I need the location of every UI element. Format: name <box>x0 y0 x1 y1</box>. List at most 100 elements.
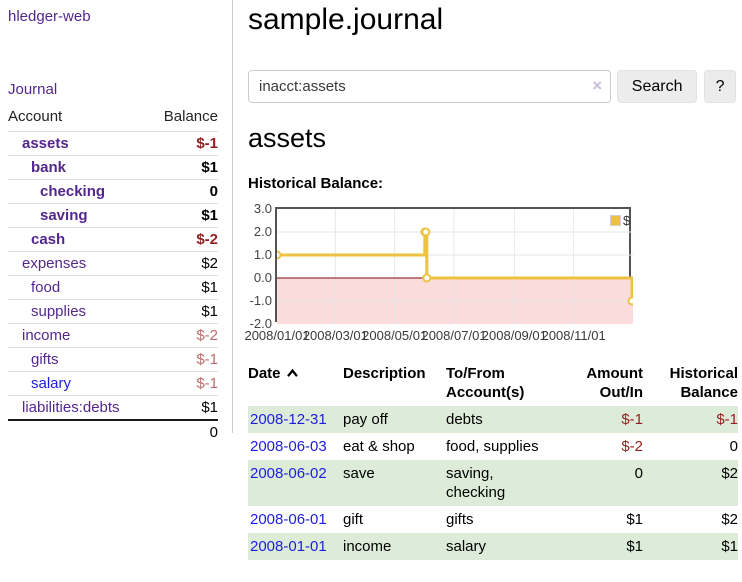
transaction-balance: $2 <box>721 511 738 528</box>
transaction-amount: $-2 <box>621 438 643 455</box>
balance-column-header: Historical Balance <box>669 365 738 401</box>
account-row: expenses $2 <box>8 251 218 276</box>
register-table: Date Description To/From Account(s) Amou… <box>248 362 738 560</box>
account-link[interactable]: food <box>31 279 61 296</box>
account-balance: $1 <box>149 155 218 180</box>
accounts-column-header: To/From Account(s) <box>446 365 525 401</box>
amount-column-header: Amount Out/In <box>586 365 643 401</box>
historical-balance-chart: $ 3.0 2.0 1.0 0.0 -1.0 -2.0 2008/01/01 2008/03/… <box>244 200 742 350</box>
date-column-header[interactable]: Date <box>248 362 343 406</box>
legend-color-box <box>610 215 621 226</box>
transaction-accounts: gifts <box>446 511 474 528</box>
total-row: 0 <box>8 419 218 444</box>
transaction-date-link[interactable]: 2008-06-02 <box>250 465 327 482</box>
y-axis-tick-label: -1.0 <box>249 293 272 308</box>
register-header-row: Date Description To/From Account(s) Amou… <box>248 362 738 406</box>
y-axis-tick-label: -2.0 <box>249 316 272 331</box>
account-link[interactable]: income <box>22 327 71 344</box>
sidebar: hledger-web Journal Account Balance asse… <box>0 0 233 444</box>
account-link[interactable]: assets <box>22 135 69 152</box>
account-link[interactable]: expenses <box>22 255 87 272</box>
account-balance: $2 <box>149 251 218 276</box>
account-row: food $1 <box>8 275 218 300</box>
register-row: 2008-01-01 income salary $1 $1 <box>248 533 738 560</box>
account-balance: $1 <box>149 395 218 420</box>
sidebar-item-journal[interactable]: Journal <box>8 81 58 98</box>
account-row: salary $-1 <box>8 371 218 396</box>
account-row: cash $-2 <box>8 227 218 252</box>
register-row: 2008-06-03 eat & shop food, supplies $-2… <box>248 433 738 460</box>
account-balance: $-1 <box>149 371 218 396</box>
x-axis-tick-label: 2008/09/01 <box>481 328 547 343</box>
register-row: 2008-06-01 gift gifts $1 $2 <box>248 506 738 533</box>
account-balance: $-2 <box>149 227 218 252</box>
chart-section-label: Historical Balance: <box>248 175 384 192</box>
account-row: bank $1 <box>8 155 218 180</box>
account-link[interactable]: liabilities:debts <box>22 399 120 416</box>
chart-canvas <box>272 209 637 324</box>
account-balance: $-1 <box>149 347 218 372</box>
transaction-amount: $-1 <box>621 411 643 428</box>
y-axis-tick-label: 2.0 <box>253 224 272 239</box>
account-balance: 0 <box>149 179 218 204</box>
sort-ascending-icon <box>286 368 298 377</box>
transaction-accounts: salary <box>446 538 487 555</box>
transaction-accounts: food, supplies <box>446 438 539 455</box>
total-balance: 0 <box>149 419 218 444</box>
transaction-date-link[interactable]: 2008-12-31 <box>250 411 327 428</box>
x-axis-tick-label: 2008/01/01 <box>244 328 310 343</box>
account-link[interactable]: saving <box>40 207 88 224</box>
y-axis-tick-label: 3.0 <box>253 201 272 216</box>
transaction-accounts: saving, checking <box>446 465 506 501</box>
balance-column-header: Balance <box>163 108 218 125</box>
account-row: gifts $-1 <box>8 347 218 372</box>
account-row: liabilities:debts $1 <box>8 395 218 420</box>
transaction-date-link[interactable]: 2008-06-01 <box>250 511 327 528</box>
page-title: sample.journal <box>248 3 444 36</box>
transaction-amount: 0 <box>634 465 643 482</box>
account-link[interactable]: checking <box>40 183 106 200</box>
clear-search-icon[interactable]: × <box>592 76 603 95</box>
search-button[interactable]: Search <box>617 70 698 103</box>
transaction-amount: $1 <box>626 538 643 555</box>
x-axis-tick-label: 2008/05/01 <box>362 328 428 343</box>
description-column-header: Description <box>343 365 426 382</box>
x-axis-tick-label: 2008/11/01 <box>541 328 606 343</box>
account-row: supplies $1 <box>8 299 218 324</box>
account-balance: $1 <box>149 203 218 228</box>
account-link[interactable]: gifts <box>31 351 59 368</box>
legend-label: $ <box>623 213 631 228</box>
account-link[interactable]: supplies <box>31 303 87 320</box>
account-balance: $-1 <box>149 131 218 156</box>
help-button[interactable]: ? <box>704 70 736 103</box>
transaction-date-link[interactable]: 2008-06-03 <box>250 438 327 455</box>
app-title-link[interactable]: hledger-web <box>8 8 91 25</box>
transaction-description: pay off <box>343 411 388 428</box>
y-axis-tick-label: 1.0 <box>253 247 272 262</box>
accounts-header-row: Account Balance <box>8 106 218 132</box>
search-input[interactable] <box>248 70 612 103</box>
register-row: 2008-06-02 save saving, checking 0 $2 <box>248 460 738 506</box>
transaction-balance: $2 <box>721 465 738 482</box>
account-row: checking 0 <box>8 179 218 204</box>
transaction-balance: 0 <box>729 438 738 455</box>
transaction-balance: $-1 <box>716 411 738 428</box>
account-row: income $-2 <box>8 323 218 348</box>
account-column-header: Account <box>8 108 63 125</box>
account-link[interactable]: bank <box>31 159 67 176</box>
x-axis-tick-label: 2008/07/01 <box>421 328 487 343</box>
accounts-balance-table: Account Balance assets $-1 bank $1 check… <box>8 106 218 444</box>
account-balance: $-2 <box>149 323 218 348</box>
transaction-description: save <box>343 465 375 482</box>
search-bar: × Search ? <box>248 70 736 103</box>
account-link[interactable]: cash <box>31 231 66 248</box>
chart-plot <box>272 207 637 324</box>
y-axis-tick-label: 0.0 <box>253 270 272 285</box>
transaction-amount: $1 <box>626 511 643 528</box>
account-balance: $1 <box>149 275 218 300</box>
transaction-date-link[interactable]: 2008-01-01 <box>250 538 327 555</box>
transaction-description: gift <box>343 511 364 528</box>
account-balance: $1 <box>149 299 218 324</box>
account-link[interactable]: salary <box>31 375 72 392</box>
transaction-description: income <box>343 538 392 555</box>
